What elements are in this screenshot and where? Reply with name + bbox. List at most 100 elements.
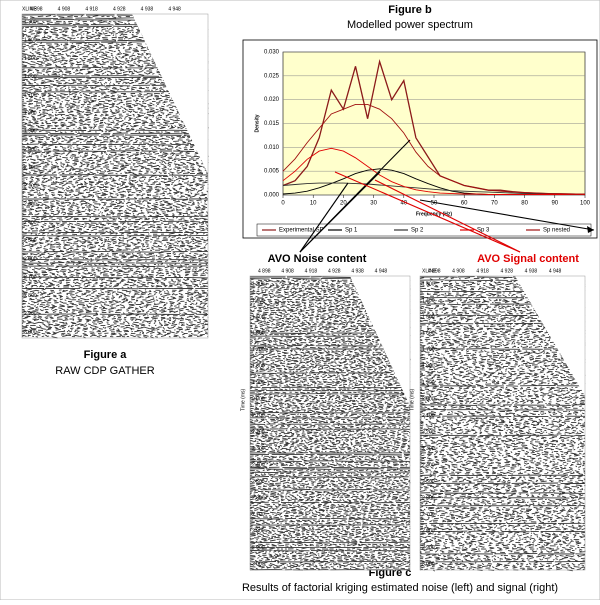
time-label: 2 500 [422,479,435,485]
time-label: 2 600 [24,256,37,262]
legend-label: Sp 3 [477,228,490,234]
trace-label: 4 918 [476,268,489,274]
series-line [282,182,586,195]
arrow-head [587,226,594,233]
trace-label: 4 898 [428,268,441,274]
y-axis-label: Density [254,114,260,132]
time-label: 2 100 [422,413,435,419]
time-label: 1 300 [252,281,265,287]
trace-label: 4 938 [351,268,364,274]
trace-label: 4 908 [452,268,465,274]
x-tick-label: 70 [491,201,498,207]
noise-annotation: AVO Noise content [268,253,367,265]
trace-label: 4 898 [30,6,43,12]
time-label: 1 500 [24,56,37,62]
time-label: 2 800 [422,528,435,534]
trace-label: 4 928 [328,268,341,274]
time-label: 1 700 [24,92,37,98]
figure-b-subtitle: Modelled power spectrum [347,19,473,31]
time-label: 2 200 [252,430,265,436]
time-label: 2 800 [252,528,265,534]
series-line [282,103,585,195]
time-label: 1 600 [422,331,435,337]
time-label: 1 700 [422,347,435,353]
figure-a-caption: RAW CDP GATHER [55,365,154,377]
time-label: 2 000 [422,397,435,403]
time-label: 2 900 [252,545,265,551]
trace-label: 4 908 [58,6,71,12]
panel-border [21,13,209,339]
x-tick-label: 30 [370,201,377,207]
mute-zone [515,276,585,396]
trace-label: 4 928 [113,6,126,12]
xline-label: XLINE [422,268,437,274]
annotation-arrow [299,139,411,253]
figure-a-title: Figure a [84,349,128,361]
time-label: 1 900 [422,380,435,386]
y-tick-label: 0.015 [264,121,280,127]
time-label: 1 500 [252,314,265,320]
time-label: 2 200 [24,183,37,189]
annotation-arrow [419,199,595,231]
annotation-arrow [374,179,521,253]
panel-border [249,275,411,571]
x-tick-label: 0 [281,201,285,207]
legend-label: Experimental SP [279,228,324,234]
figure-b-title: Figure b [388,4,432,16]
time-label: 2 100 [24,165,37,171]
trace-label: 4 948 [168,6,181,12]
time-label: 2 300 [422,446,435,452]
x-tick-label: 90 [551,201,558,207]
x-tick-label: 80 [521,201,528,207]
y-tick-label: 0.000 [264,193,280,199]
mute-zone [132,14,208,174]
time-label: 1 900 [24,129,37,135]
trace-label: 4 948 [375,268,388,274]
time-label: 2 600 [422,495,435,501]
time-axis-label: Time (ms) [240,389,246,412]
time-label: 2 700 [252,512,265,518]
time-label: 1 400 [24,38,37,44]
time-label: 3 000 [422,561,435,567]
time-label: 1 700 [252,347,265,353]
x-tick-label: 20 [340,201,347,207]
trace-label: 4 898 [258,268,271,274]
annotation-arrow [299,182,349,253]
time-label: 2 800 [24,293,37,299]
seismic-traces [419,276,586,572]
y-tick-label: 0.030 [264,50,280,56]
time-label: 2 700 [422,512,435,518]
xline-label: XLINE [22,6,37,12]
time-label: 3 000 [252,561,265,567]
time-label: 1 400 [252,298,265,304]
legend-label: Sp 1 [345,228,358,234]
legend-label: Sp nested [543,228,570,234]
time-label: 2 000 [24,147,37,153]
trace-label: 4 908 [281,268,294,274]
time-label: 2 700 [24,275,37,281]
x-tick-label: 100 [580,201,591,207]
time-axis-label: Time (ms) [409,389,415,412]
y-tick-label: 0.005 [264,169,280,175]
time-label: 2 600 [252,495,265,501]
y-tick-label: 0.020 [264,97,280,103]
x-tick-label: 40 [400,201,407,207]
time-label: 1 500 [422,314,435,320]
time-label: 2 500 [24,238,37,244]
x-tick-label: 60 [461,201,468,207]
time-label: 3 000 [24,329,37,335]
time-label: 2 400 [252,463,265,469]
time-label: 2 900 [422,545,435,551]
time-label: 2 400 [24,220,37,226]
trace-label: 4 948 [549,268,562,274]
trace-label: 4 938 [525,268,538,274]
time-label: 1 300 [422,281,435,287]
figure-c-caption: Results of factorial kriging estimated n… [242,582,558,594]
time-label: 1 800 [422,364,435,370]
x-tick-label: 10 [310,201,317,207]
time-label: 1 600 [24,74,37,80]
time-label: 2 300 [24,202,37,208]
